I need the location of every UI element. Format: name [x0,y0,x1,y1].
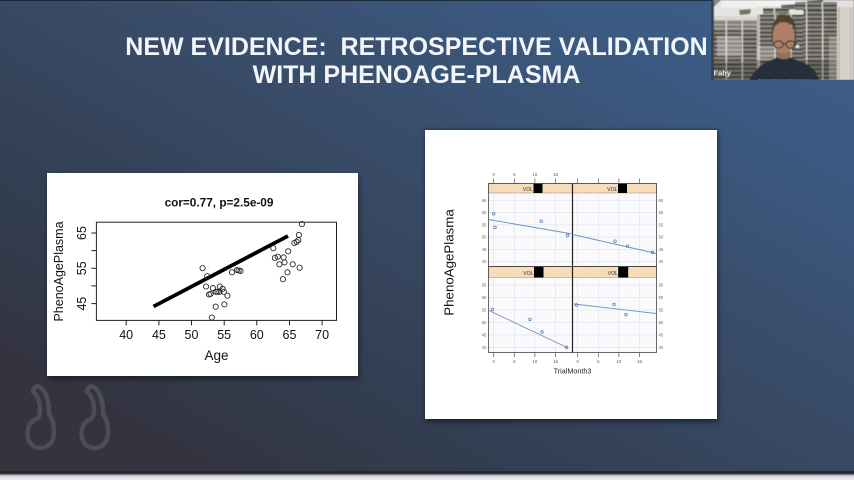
svg-text:45: 45 [659,333,664,338]
svg-text:45: 45 [482,333,487,338]
svg-text:5: 5 [513,172,516,177]
svg-text:55: 55 [482,308,487,313]
svg-text:5: 5 [513,359,516,364]
svg-text:65: 65 [659,198,664,203]
svg-text:60: 60 [482,210,487,215]
svg-text:60: 60 [250,328,264,342]
svg-text:cor=0.77, p=2.5e-09: cor=0.77, p=2.5e-09 [165,196,274,210]
svg-text:50: 50 [185,328,199,342]
svg-text:65: 65 [482,198,487,203]
svg-text:15: 15 [637,359,642,364]
svg-text:60: 60 [659,210,664,215]
svg-text:0: 0 [493,359,496,364]
svg-text:PhenoAgePlasma: PhenoAgePlasma [442,209,457,316]
svg-text:40: 40 [119,328,133,342]
svg-text:PhenoAgePlasma: PhenoAgePlasma [52,221,66,321]
svg-text:TrialMonth3: TrialMonth3 [554,367,592,376]
svg-text:5: 5 [597,359,600,364]
svg-text:0: 0 [493,172,496,177]
svg-text:VOL: VOL [607,187,617,193]
svg-text:45: 45 [659,247,664,252]
svg-text:40: 40 [482,345,487,350]
svg-text:45: 45 [75,297,89,311]
svg-text:VOL: VOL [523,271,533,277]
svg-text:50: 50 [659,235,664,240]
svg-text:Age: Age [204,348,228,363]
svg-text:VOL: VOL [523,187,533,193]
svg-text:0: 0 [577,359,580,364]
svg-text:65: 65 [283,328,297,342]
svg-text:40: 40 [482,259,487,264]
svg-text:10: 10 [617,359,622,364]
svg-text:65: 65 [659,283,664,288]
svg-text:65: 65 [482,283,487,288]
svg-text:Fahy: Fahy [714,69,732,78]
svg-text:55: 55 [217,328,231,342]
svg-text:55: 55 [482,223,487,228]
svg-text:10: 10 [533,359,538,364]
svg-text:70: 70 [315,328,329,342]
svg-text:50: 50 [659,320,664,325]
svg-text:60: 60 [659,295,664,300]
svg-text:50: 50 [482,320,487,325]
svg-text:45: 45 [482,247,487,252]
svg-text:55: 55 [75,261,89,275]
svg-text:15: 15 [553,359,558,364]
svg-text:55: 55 [659,223,664,228]
svg-text:65: 65 [75,226,89,240]
svg-text:50: 50 [482,235,487,240]
svg-text:40: 40 [659,345,664,350]
svg-text:55: 55 [659,308,664,313]
svg-text:45: 45 [152,328,166,342]
svg-text:15: 15 [553,172,558,177]
svg-text:40: 40 [659,259,664,264]
svg-text:10: 10 [533,172,538,177]
svg-text:VOL: VOL [608,271,618,277]
svg-text:60: 60 [482,295,487,300]
